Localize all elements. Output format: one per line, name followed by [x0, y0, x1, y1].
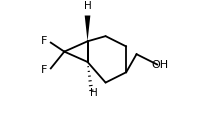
- Polygon shape: [85, 15, 90, 41]
- Text: H: H: [84, 1, 91, 11]
- Text: F: F: [41, 65, 47, 75]
- Text: H: H: [90, 88, 98, 98]
- Text: F: F: [41, 36, 47, 46]
- Text: OH: OH: [152, 59, 169, 70]
